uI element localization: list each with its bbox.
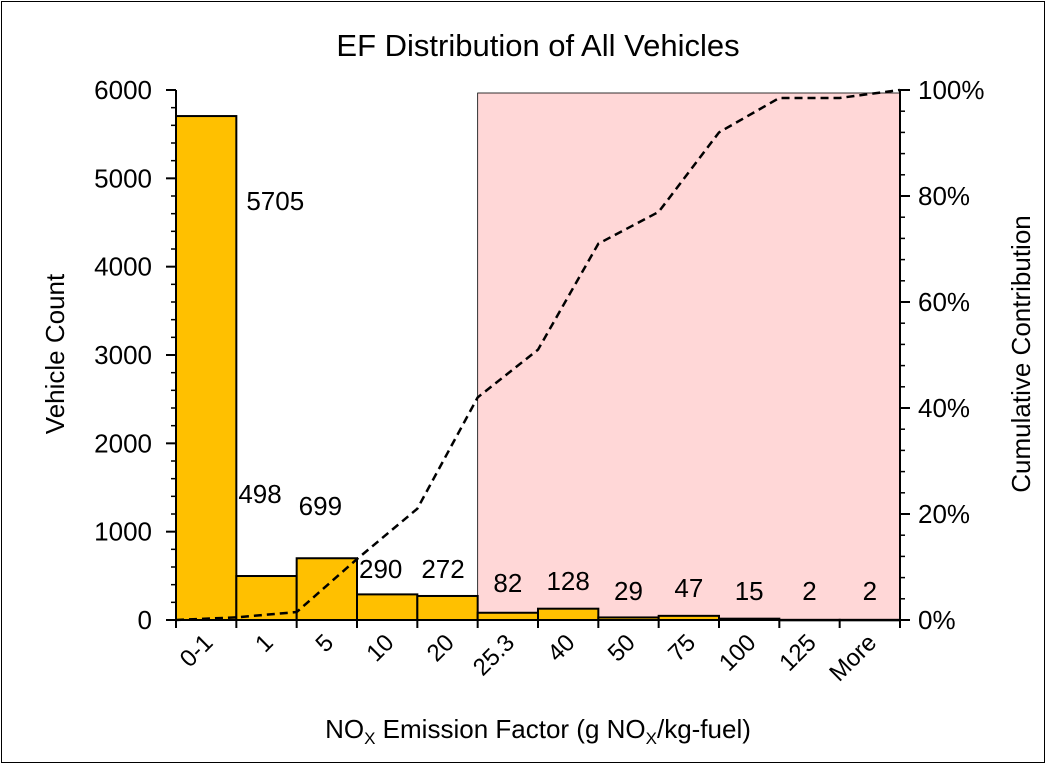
y2-tick-label: 100% — [918, 75, 985, 105]
x-tick-label: 125 — [774, 629, 821, 676]
axes — [166, 89, 910, 628]
y-tick-label: 0 — [138, 605, 152, 635]
x-tick-label: 75 — [663, 629, 701, 667]
x-tick-label: More — [824, 629, 882, 687]
x-tick-label: 20 — [422, 629, 460, 667]
y-tick-label: 3000 — [94, 340, 152, 370]
chart-title: EF Distribution of All Vehicles — [336, 28, 739, 63]
data-label: 47 — [674, 573, 703, 603]
data-label: 82 — [493, 568, 522, 598]
bar-40 — [537, 607, 600, 622]
y2-tick-label: 20% — [918, 499, 970, 529]
x-tick-label: 100 — [714, 629, 761, 676]
y-tick-label: 6000 — [94, 75, 152, 105]
data-label: 272 — [421, 554, 464, 584]
y2-axis-label: Cumulative Contribution — [1006, 215, 1036, 492]
bar-20 — [416, 594, 479, 621]
y2-tick-label: 40% — [918, 393, 970, 423]
x-tick-label: 10 — [361, 629, 399, 667]
bar-25.3 — [476, 611, 539, 621]
y2-tick-label: 60% — [918, 287, 970, 317]
data-label: 29 — [614, 576, 643, 606]
x-axis-label: NOX Emission Factor (g NOX/kg-fuel) — [325, 714, 751, 748]
x-tick-label: 5 — [311, 629, 340, 658]
bar-10 — [356, 593, 419, 622]
data-label: 498 — [238, 479, 281, 509]
y-tick-label: 2000 — [94, 428, 152, 458]
x-axis-label-sub1: X — [364, 729, 375, 748]
x-tick-label: 40 — [542, 629, 580, 667]
highlight-region — [477, 92, 901, 621]
data-label: 5705 — [246, 186, 304, 216]
y-axis-label: Vehicle Count — [40, 273, 70, 434]
data-label: 290 — [359, 554, 402, 584]
data-label: 15 — [735, 576, 764, 606]
data-label: 2 — [863, 576, 877, 606]
data-label: 2 — [802, 576, 816, 606]
y-tick-label: 5000 — [94, 163, 152, 193]
x-tick-label: 0-1 — [175, 629, 219, 673]
data-label: 699 — [299, 491, 342, 521]
bar-0-1 — [175, 115, 238, 622]
data-labels: 5705 498 699 290 272 82 128 29 47 15 2 2 — [238, 186, 877, 606]
x-tick-label: 1 — [250, 629, 279, 658]
cumulative-line — [175, 88, 901, 622]
y2-tick-label: 0% — [918, 605, 956, 635]
x-axis-label-sub2: X — [646, 729, 657, 748]
y-tick-label: 4000 — [94, 252, 152, 282]
y2-tick-label: 80% — [918, 181, 970, 211]
x-tick-label: 50 — [603, 629, 641, 667]
x-tick-label: 25.3 — [468, 629, 520, 681]
data-label: 128 — [546, 566, 589, 596]
y-tick-label: 1000 — [94, 517, 152, 547]
